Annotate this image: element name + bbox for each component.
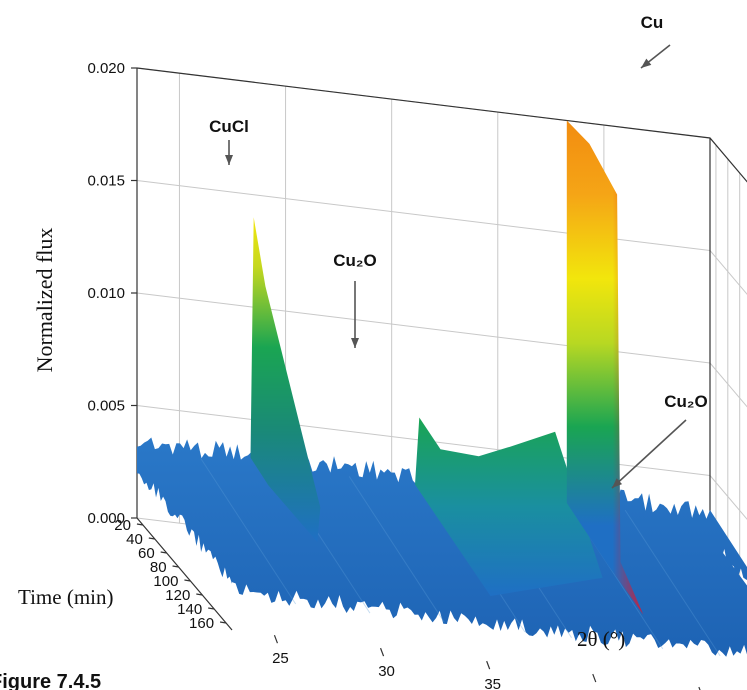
time-tick-label: 80 [150,559,167,576]
two-theta-tick-mark [273,634,279,644]
time-tick-label: 120 [165,587,190,604]
annotation-label-cu2o-1: Cu₂O [333,251,376,270]
time-tick-mark [136,523,144,526]
time-tick-mark [196,593,203,596]
z-axis-label: Normalized flux [32,228,57,373]
time-tick-mark [160,551,167,554]
z-tick-label: 0.015 [87,173,125,190]
back-wall-grid-line [136,292,711,364]
z-tick-label: 0.005 [87,398,125,415]
surface-streak [348,476,445,623]
annotation-arrow-cu2o-1 [351,281,359,348]
surface-streak [624,509,721,657]
annotation-arrow-cu [640,44,671,69]
flux-surface [137,120,747,657]
z-tick-label: 0.010 [87,285,125,302]
z-tick-label: 0.020 [87,60,125,77]
two-theta-tick-mark [698,686,701,690]
time-axis-line [136,517,233,631]
time-tick-label: 60 [138,545,155,562]
surface-streak [200,458,297,605]
annotation-label-cucl: CuCl [209,117,249,136]
two-theta-tick-label: 30 [378,663,395,680]
cu-peak-highlight [566,120,644,615]
two-theta-axis-label: 2θ (°) [577,627,625,651]
peak-annotations: CuCl Cu₂O Cu Cu₂O [209,13,708,489]
side-wall-grid-line [709,250,747,295]
annotation-arrow-cucl [225,140,233,165]
annotation-label-cu: Cu [641,13,664,32]
two-theta-tick-mark [379,647,385,657]
two-theta-tick-label: 35 [484,676,501,690]
two-theta-tick-mark [592,673,597,683]
z-tick-label: 0.000 [87,510,125,527]
time-axis-label: Time (min) [18,585,113,609]
time-tick-mark [219,621,227,624]
cu2o-peak-surface [415,417,603,596]
time-tick-mark [148,537,155,540]
time-tick-mark [208,607,215,610]
two-theta-tick-label: 25 [272,650,289,667]
axis-ticks: 0.0000.0050.0100.0150.020204060801001201… [87,60,701,690]
time-tick-label: 20 [114,517,131,534]
time-tick-mark [172,565,179,568]
annotation-label-cu2o-2: Cu₂O [664,392,707,411]
time-tick-label: 140 [177,601,202,618]
two-theta-tick-mark [486,660,491,670]
time-tick-label: 100 [153,573,178,590]
cucl-peak-surface [250,217,321,543]
time-tick-label: 40 [126,531,143,548]
side-wall-grid-line [709,362,747,408]
time-tick-mark [184,579,191,582]
time-tick-label: 160 [189,615,214,632]
side-wall-grid-line [709,475,747,520]
annotation-arrow-cu2o-2 [611,419,687,489]
figure-caption: Figure 7.4.5 [0,671,101,690]
back-wall-grid-line [136,180,711,251]
